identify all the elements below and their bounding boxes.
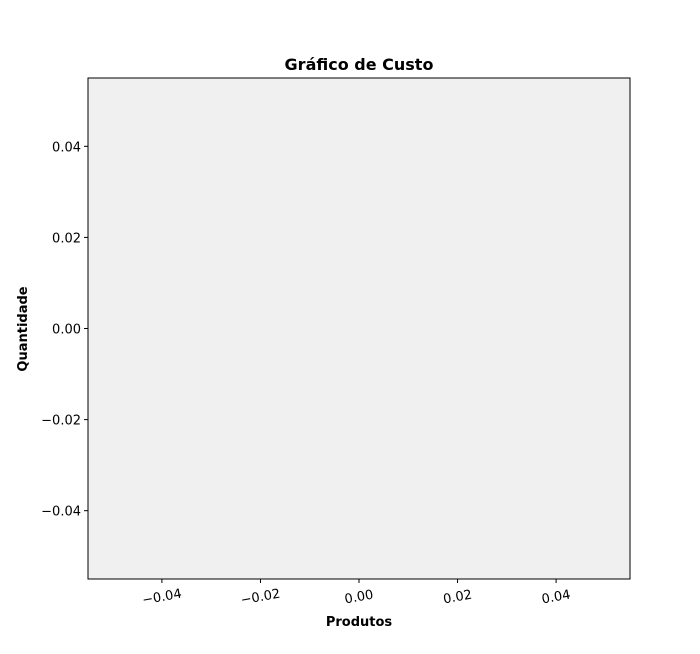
y-axis-ticks: −0.04 −0.02 0.00 0.02 0.04 <box>41 140 88 520</box>
x-tick-label: 0.00 <box>344 588 375 608</box>
y-tick-label: 0.02 <box>52 231 81 246</box>
x-tick-label: −0.02 <box>240 587 282 609</box>
chart-title: Gráfico de Custo <box>285 55 434 74</box>
y-tick-label: 0.04 <box>52 140 81 155</box>
y-axis-label: Quantidade <box>16 286 31 371</box>
x-tick-label: −0.04 <box>141 587 183 609</box>
x-axis-ticks: −0.04 −0.02 0.00 0.02 0.04 <box>141 579 572 608</box>
y-tick-label: −0.04 <box>41 505 81 520</box>
x-tick-label: 0.02 <box>442 588 473 608</box>
y-tick-label: 0.00 <box>52 323 81 338</box>
plot-area <box>87 77 631 580</box>
x-axis-label: Produtos <box>326 615 393 630</box>
x-tick-label: 0.04 <box>541 588 572 608</box>
y-tick-label: −0.02 <box>41 414 81 429</box>
